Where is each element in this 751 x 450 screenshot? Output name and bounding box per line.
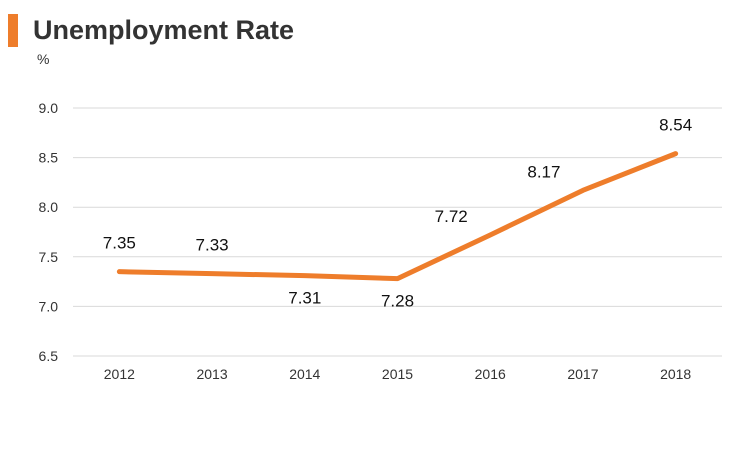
data-label: 7.35: [103, 234, 136, 253]
x-tick-label: 2017: [567, 366, 598, 382]
y-axis-unit-label: %: [37, 51, 50, 67]
y-tick-label: 8.0: [39, 199, 59, 215]
y-tick-label: 6.5: [39, 348, 59, 364]
data-label: 8.54: [659, 116, 692, 135]
x-tick-label: 2016: [475, 366, 506, 382]
chart-title: Unemployment Rate: [33, 15, 295, 45]
x-tick-label: 2018: [660, 366, 691, 382]
data-labels: 7.35 7.33 7.31 7.28 7.72 8.17 8.54: [103, 116, 692, 311]
data-label: 7.28: [381, 292, 414, 311]
y-tick-label: 7.5: [39, 249, 59, 265]
x-tick-label: 2014: [289, 366, 320, 382]
series-line: [116, 151, 679, 282]
y-tick-label: 7.0: [39, 298, 59, 314]
x-tick-label: 2013: [196, 366, 227, 382]
data-label: 7.31: [288, 289, 321, 308]
y-tick-label: 8.5: [39, 150, 59, 166]
data-label: 7.33: [196, 236, 229, 255]
title-accent-bar: [8, 14, 18, 47]
x-tick-label: 2015: [382, 366, 413, 382]
data-label: 7.72: [435, 207, 468, 226]
x-tick-label: 2012: [104, 366, 135, 382]
y-tick-label: 9.0: [39, 100, 59, 116]
y-axis-tick-labels: 6.5 7.0 7.5 8.0 8.5 9.0: [39, 100, 59, 364]
data-label: 8.17: [527, 162, 560, 181]
x-axis-tick-labels: 2012 2013 2014 2015 2016 2017 2018: [104, 366, 692, 382]
gridlines: [73, 107, 722, 357]
